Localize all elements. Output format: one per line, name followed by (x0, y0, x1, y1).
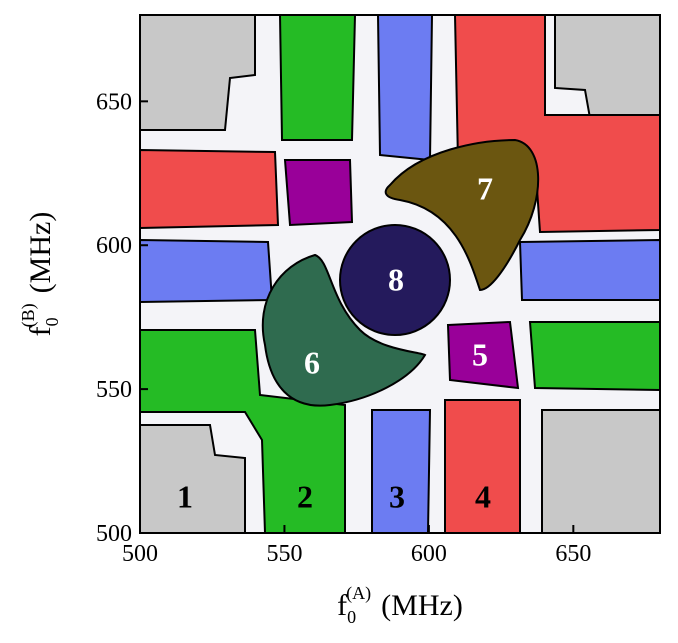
region-label: 7 (477, 170, 493, 206)
x-tick-label: 650 (555, 541, 591, 567)
plot-frame (139, 14, 661, 534)
region-shape (444, 399, 521, 533)
region-shape (140, 424, 246, 533)
x-tick-label: 600 (411, 541, 447, 567)
region-label: 1 (177, 478, 193, 514)
x-tick-label: 550 (266, 541, 302, 567)
x-axis-label: f0(A) (MHz) (337, 583, 463, 627)
region-label: 4 (475, 478, 491, 514)
y-tick-label: 600 (96, 233, 132, 259)
region-shape (376, 15, 434, 162)
region-shape (278, 15, 357, 141)
region-shape (140, 329, 346, 533)
region-shape (339, 224, 451, 336)
x-tick-label: 500 (122, 541, 158, 567)
y-tick-label: 550 (96, 377, 132, 403)
region-shape (541, 409, 660, 533)
region-label: 5 (472, 336, 488, 372)
region-shape (446, 320, 520, 390)
y-tick-label: 650 (96, 89, 132, 115)
region-shape (283, 159, 354, 227)
region-shape (140, 148, 280, 230)
region-shape (384, 138, 540, 292)
region-label: 6 (304, 344, 320, 380)
region-label: 3 (389, 478, 405, 514)
region-shape (371, 409, 432, 533)
region-shape (140, 238, 274, 304)
y-tick-label: 500 (96, 521, 132, 547)
region-shape (528, 321, 660, 392)
region-shape (140, 15, 256, 131)
region-shape (261, 253, 427, 407)
region-shape (518, 238, 660, 301)
y-axis-label: f0(B)(MHz) (18, 212, 62, 337)
region-label: 8 (388, 261, 404, 297)
region-label: 2 (297, 478, 313, 514)
